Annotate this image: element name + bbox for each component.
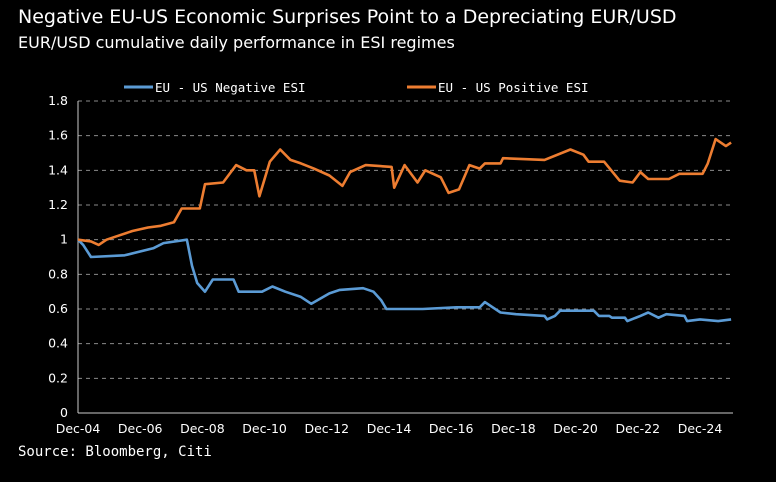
x-tick-label: Dec-10 xyxy=(242,421,287,436)
x-tick-label: Dec-14 xyxy=(367,421,412,436)
y-tick-label: 1 xyxy=(60,232,68,247)
y-tick-label: 1.8 xyxy=(48,93,68,108)
chart-title: Negative EU-US Economic Surprises Point … xyxy=(18,6,677,28)
series-line-negative-esi xyxy=(77,238,732,323)
y-tick-label: 0 xyxy=(60,405,68,420)
x-tick-label: Dec-12 xyxy=(304,421,349,436)
x-tick-label: Dec-22 xyxy=(615,421,660,436)
y-tick-label: 0.2 xyxy=(48,370,68,385)
x-tick-label: Dec-20 xyxy=(553,421,598,436)
y-tick-label: 1.6 xyxy=(48,128,68,143)
y-tick-label: 0.6 xyxy=(48,301,68,316)
source-note: Source: Bloomberg, Citi xyxy=(18,444,212,460)
x-tick-label: Dec-16 xyxy=(429,421,474,436)
chart-subtitle: EUR/USD cumulative daily performance in … xyxy=(18,33,455,52)
y-tick-label: 1.2 xyxy=(48,197,68,212)
y-tick-label: 1.4 xyxy=(48,162,68,177)
x-tick-label: Dec-08 xyxy=(180,421,225,436)
legend-label: EU - US Negative ESI xyxy=(155,80,306,95)
series-line-positive-esi xyxy=(77,137,732,247)
y-tick-label: 0.8 xyxy=(48,266,68,281)
x-tick-label: Dec-04 xyxy=(56,421,101,436)
x-tick-label: Dec-24 xyxy=(678,421,723,436)
y-tick-label: 0.4 xyxy=(48,336,68,351)
x-tick-label: Dec-06 xyxy=(118,421,163,436)
x-tick-label: Dec-18 xyxy=(491,421,536,436)
legend-label: EU - US Positive ESI xyxy=(438,80,589,95)
